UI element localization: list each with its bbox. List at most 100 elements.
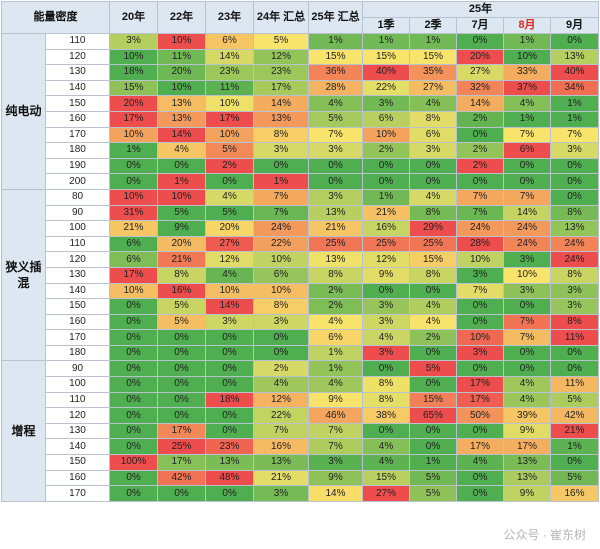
value-cell: 15% — [308, 48, 363, 66]
value-cell: 0% — [157, 360, 206, 378]
value-cell: 25% — [362, 235, 410, 253]
value-cell: 0% — [503, 344, 551, 362]
value-cell: 24% — [503, 220, 551, 237]
value-cell: 0% — [308, 157, 363, 175]
header-col: 20年 — [109, 1, 158, 34]
value-cell: 0% — [109, 407, 158, 424]
value-cell: 0% — [362, 360, 410, 378]
value-cell: 33% — [503, 64, 551, 81]
value-cell: 0% — [205, 329, 254, 346]
table-row: 140 15% 10% 11% 17% 28% 22% 27% 32% 37% 34% — [2, 79, 600, 97]
value-cell: 8% — [409, 266, 457, 284]
value-cell: 24% — [503, 235, 551, 253]
value-cell: 0% — [109, 173, 158, 190]
header-col: 1季 — [362, 17, 410, 34]
value-cell: 1% — [549, 438, 600, 456]
value-cell: 0% — [549, 157, 600, 175]
value-cell: 21% — [253, 469, 309, 487]
value-cell: 0% — [409, 438, 457, 456]
value-cell: 34% — [549, 79, 600, 97]
value-cell: 3% — [549, 282, 600, 300]
value-cell: 17% — [456, 438, 504, 456]
value-cell: 4% — [308, 95, 363, 112]
value-cell: 25% — [409, 235, 457, 253]
value-cell: 7% — [308, 126, 363, 144]
value-cell: 65% — [409, 407, 457, 424]
density-label: 170 — [45, 329, 110, 346]
value-cell: 14% — [308, 485, 363, 502]
value-cell: 8% — [409, 204, 457, 222]
header-density: 能量密度 — [1, 1, 110, 34]
value-cell: 7% — [456, 282, 504, 300]
value-cell: 22% — [253, 407, 309, 424]
value-cell: 4% — [308, 313, 363, 331]
value-cell: 2% — [308, 298, 363, 315]
density-label: 190 — [45, 157, 110, 175]
value-cell: 23% — [205, 438, 254, 456]
value-cell: 10% — [205, 95, 254, 112]
value-cell: 0% — [205, 344, 254, 362]
density-label: 80 — [45, 188, 110, 206]
group-label: 纯电动 — [1, 33, 46, 190]
value-cell: 6% — [308, 329, 363, 346]
value-cell: 8% — [253, 126, 309, 144]
density-label: 140 — [45, 282, 110, 300]
value-cell: 23% — [253, 64, 309, 81]
value-cell: 36% — [308, 64, 363, 81]
value-cell: 4% — [362, 454, 410, 471]
value-cell: 2% — [362, 142, 410, 159]
value-cell: 0% — [109, 344, 158, 362]
table-row: 120 0% 0% 0% 22% 46% 38% 65% 50% 39% 42% — [2, 407, 600, 424]
value-cell: 2% — [253, 360, 309, 378]
value-cell: 0% — [456, 485, 504, 502]
density-label: 90 — [45, 360, 110, 378]
value-cell: 1% — [503, 110, 551, 128]
value-cell: 10% — [157, 79, 206, 97]
value-cell: 0% — [109, 485, 158, 502]
value-cell: 10% — [109, 126, 158, 144]
value-cell: 12% — [205, 251, 254, 268]
value-cell: 3% — [549, 298, 600, 315]
table-row: 120 6% 21% 12% 10% 13% 12% 15% 10% 3% 24% — [2, 251, 600, 268]
value-cell: 10% — [157, 188, 206, 206]
value-cell: 0% — [157, 344, 206, 362]
value-cell: 0% — [503, 360, 551, 378]
density-label: 130 — [45, 422, 110, 440]
value-cell: 0% — [549, 188, 600, 206]
value-cell: 42% — [549, 407, 600, 424]
value-cell: 10% — [253, 251, 309, 268]
density-label: 140 — [45, 79, 110, 97]
value-cell: 0% — [157, 157, 206, 175]
value-cell: 6% — [109, 251, 158, 268]
value-cell: 2% — [409, 329, 457, 346]
value-cell: 4% — [409, 188, 457, 206]
value-cell: 5% — [205, 204, 254, 222]
value-cell: 0% — [409, 157, 457, 175]
value-cell: 0% — [205, 360, 254, 378]
value-cell: 14% — [205, 298, 254, 315]
value-cell: 4% — [409, 313, 457, 331]
density-label: 160 — [45, 313, 110, 331]
density-label: 120 — [45, 407, 110, 424]
value-cell: 4% — [456, 454, 504, 471]
value-cell: 0% — [109, 313, 158, 331]
value-cell: 4% — [253, 376, 309, 393]
value-cell: 40% — [362, 64, 410, 81]
energy-density-table: 能量密度 20年 22年 23年 24年 汇总 25年 汇总 25年 1季 2季… — [1, 1, 600, 502]
density-label: 160 — [45, 469, 110, 487]
value-cell: 17% — [109, 266, 158, 284]
value-cell: 13% — [308, 204, 363, 222]
table-row: 100 0% 0% 0% 4% 4% 8% 0% 17% 4% 11% — [2, 376, 600, 393]
table-row: 130 18% 20% 23% 23% 36% 40% 35% 27% 33% 40% — [2, 64, 600, 81]
value-cell: 4% — [205, 188, 254, 206]
density-label: 100 — [45, 220, 110, 237]
value-cell: 0% — [362, 282, 410, 300]
value-cell: 0% — [549, 360, 600, 378]
value-cell: 11% — [549, 329, 600, 346]
density-label: 110 — [45, 33, 110, 50]
value-cell: 0% — [109, 469, 158, 487]
value-cell: 15% — [409, 48, 457, 66]
value-cell: 39% — [503, 407, 551, 424]
value-cell: 2% — [205, 157, 254, 175]
density-label: 130 — [45, 64, 110, 81]
